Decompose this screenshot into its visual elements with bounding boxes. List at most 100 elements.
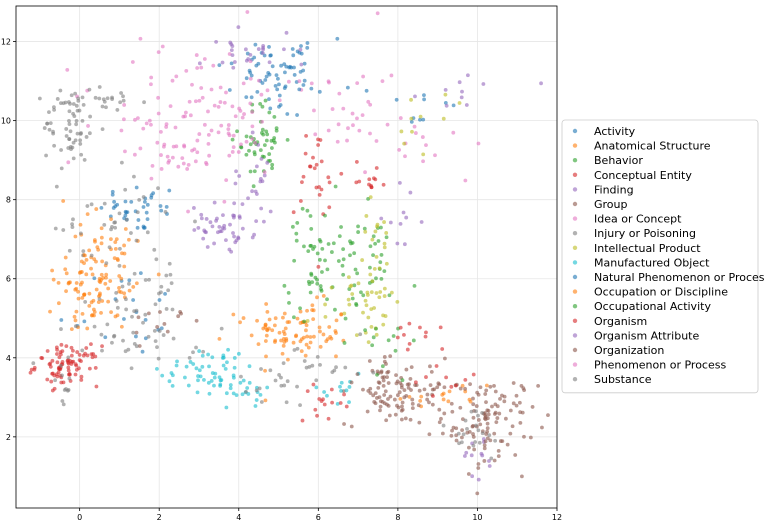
scatter-point — [199, 212, 204, 217]
scatter-point — [131, 285, 136, 289]
scatter-point — [248, 142, 253, 147]
legend-label: Manufactured Object — [594, 256, 710, 269]
scatter-point — [78, 222, 83, 227]
scatter-point — [248, 52, 253, 57]
scatter-point — [144, 210, 149, 215]
scatter-point — [264, 354, 268, 359]
scatter-point — [317, 397, 322, 401]
scatter-point — [389, 290, 394, 295]
scatter-point — [348, 253, 352, 258]
scatter-point — [280, 351, 285, 356]
scatter-point — [473, 440, 478, 444]
scatter-point — [197, 349, 202, 353]
scatter-point — [490, 404, 494, 409]
scatter-point — [304, 328, 308, 333]
scatter-point — [152, 247, 157, 252]
scatter-point — [379, 225, 383, 230]
scatter-point — [424, 330, 428, 335]
scatter-point — [301, 68, 306, 73]
scatter-point — [326, 175, 331, 180]
scatter-point — [284, 400, 289, 405]
scatter-point — [363, 298, 368, 303]
scatter-point — [320, 270, 324, 274]
scatter-point — [380, 364, 385, 369]
scatter-point — [230, 44, 235, 48]
scatter-point — [291, 210, 296, 215]
legend-marker — [572, 172, 578, 177]
scatter-point — [80, 311, 85, 316]
scatter-point — [160, 373, 165, 378]
scatter-point — [400, 378, 405, 383]
scatter-point — [127, 278, 132, 283]
legend-label: Behavior — [594, 154, 643, 167]
scatter-point — [226, 123, 231, 127]
scatter-point — [359, 290, 363, 295]
scatter-point — [78, 142, 83, 146]
scatter-point — [503, 416, 508, 421]
legend-label: Occupation or Discipline — [594, 286, 728, 299]
scatter-point — [94, 384, 99, 389]
scatter-point — [219, 326, 224, 331]
scatter-point — [373, 177, 378, 182]
scatter-point — [471, 432, 475, 436]
scatter-point — [483, 439, 488, 444]
scatter-point — [486, 408, 491, 413]
scatter-point — [339, 171, 344, 176]
scatter-point — [311, 382, 316, 387]
scatter-point — [242, 112, 246, 116]
scatter-point — [289, 65, 294, 70]
scatter-point — [186, 163, 191, 167]
scatter-point — [305, 389, 310, 393]
scatter-point — [500, 393, 504, 398]
scatter-point — [508, 408, 513, 413]
scatter-point — [156, 50, 161, 55]
scatter-point — [457, 441, 461, 446]
legend-marker — [572, 362, 578, 367]
scatter-point — [159, 326, 164, 331]
scatter-point — [520, 474, 524, 479]
scatter-point — [89, 266, 93, 271]
scatter-point — [441, 423, 446, 428]
scatter-point — [52, 143, 57, 148]
scatter-point — [375, 372, 379, 377]
scatter-point — [117, 211, 122, 216]
scatter-point — [229, 249, 234, 254]
scatter-point — [59, 148, 63, 152]
scatter-point — [407, 394, 412, 399]
scatter-point — [37, 96, 42, 101]
scatter-point — [381, 378, 386, 383]
scatter-point — [241, 316, 246, 320]
scatter-point — [174, 74, 179, 79]
scatter-point — [147, 277, 151, 282]
scatter-point — [196, 374, 200, 378]
scatter-point — [131, 298, 136, 302]
scatter-point — [228, 383, 233, 387]
scatter-point — [55, 352, 59, 356]
scatter-point — [258, 392, 263, 397]
scatter-point — [409, 116, 414, 121]
scatter-point — [360, 113, 365, 118]
scatter-point — [176, 164, 181, 169]
scatter-point — [279, 63, 283, 68]
scatter-point — [159, 290, 163, 295]
scatter-point — [45, 349, 50, 353]
scatter-point — [425, 392, 430, 397]
scatter-point — [254, 164, 259, 169]
scatter-point — [348, 284, 353, 289]
scatter-point — [510, 424, 515, 429]
scatter-point — [92, 324, 97, 329]
scatter-point — [493, 389, 498, 394]
scatter-point — [270, 64, 275, 69]
scatter-point — [486, 412, 491, 417]
scatter-point — [99, 235, 104, 240]
scatter-point — [217, 224, 222, 229]
legend-marker — [572, 128, 578, 134]
scatter-point — [463, 178, 468, 183]
scatter-point — [398, 116, 403, 120]
scatter-point — [338, 401, 343, 405]
scatter-point — [112, 199, 117, 204]
scatter-point — [166, 160, 171, 165]
scatter-point — [260, 127, 265, 132]
scatter-point — [410, 397, 415, 402]
scatter-point — [386, 338, 391, 343]
